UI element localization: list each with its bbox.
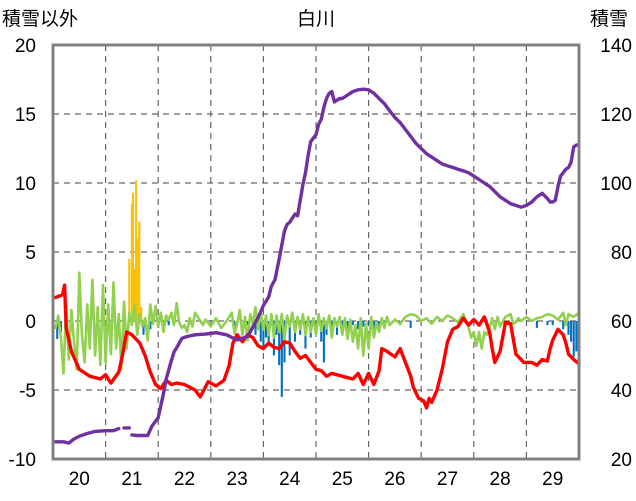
bar-21 (254, 321, 257, 335)
x-tick-label-0: 20 (69, 469, 90, 490)
right-y-tick-label-1: 40 (611, 381, 632, 402)
green-series-line-0 (54, 271, 581, 375)
bar-0 (56, 321, 59, 339)
bar-6 (133, 268, 136, 321)
bar-52 (409, 321, 412, 328)
bar-23 (262, 321, 265, 349)
bar-43 (346, 321, 349, 333)
plot-frame (51, 43, 581, 461)
x-tick-label-9: 29 (542, 469, 563, 490)
bar-47 (367, 321, 370, 326)
left-y-tick-label-2: 0 (25, 312, 36, 333)
right-y-tick-label-6: 140 (600, 36, 632, 57)
bar-27 (275, 321, 278, 335)
right-y-tick-label-0: 20 (611, 450, 632, 471)
left-y-tick-label-3: 5 (25, 243, 36, 264)
bar-10 (138, 221, 141, 321)
x-tick-label-8: 28 (490, 469, 511, 490)
tick-labels: -10 -5 0 5 10 15 20 20 40 60 80 100 120 140 20 21 22 23 24… (9, 36, 632, 490)
left-axis-label: 積雪以外 (2, 9, 79, 30)
bar-11 (140, 307, 143, 321)
bar-series (56, 180, 578, 397)
red-series-line-0 (53, 283, 581, 410)
bar-58 (570, 321, 573, 342)
bar-55 (551, 321, 554, 326)
bar-54 (546, 321, 549, 326)
left-y-tick-label-0: -10 (9, 450, 36, 471)
x-tick-label-2: 22 (174, 469, 195, 490)
bar-29 (280, 321, 283, 397)
purple-series-line-2 (130, 87, 579, 438)
x-tick-label-7: 27 (437, 469, 458, 490)
bar-46 (362, 321, 365, 327)
right-y-tick-label-4: 100 (600, 174, 632, 195)
bar-53 (535, 321, 538, 328)
bar-49 (378, 321, 381, 328)
bar-42 (341, 321, 344, 328)
bar-57 (567, 321, 570, 335)
x-tick-label-4: 24 (279, 469, 301, 490)
line-series (53, 87, 581, 445)
bar-24 (264, 321, 268, 338)
right-axis-label: 積雪 (590, 9, 629, 30)
bar-14 (149, 321, 152, 330)
bar-60 (575, 321, 578, 352)
right-y-tick-label-5: 120 (600, 105, 632, 126)
bar-59 (572, 321, 575, 357)
right-y-tick-label-3: 80 (611, 243, 632, 264)
chart-title: 白川 (297, 9, 336, 30)
bar-3 (128, 258, 131, 321)
right-y-tick-label-2: 60 (611, 312, 632, 333)
bar-31 (288, 321, 291, 356)
bar-17 (167, 321, 170, 326)
grid-lines (53, 44, 579, 460)
bar-56 (562, 321, 565, 330)
bar-19 (246, 321, 249, 326)
purple-series-line-0 (53, 426, 121, 445)
bar-45 (357, 321, 360, 330)
bar-12 (142, 321, 145, 335)
left-y-tick-label-1: -5 (19, 381, 36, 402)
x-tick-label-3: 23 (227, 469, 248, 490)
bar-38 (322, 321, 325, 363)
bar-5 (131, 192, 135, 321)
left-y-tick-label-4: 10 (15, 174, 36, 195)
bar-22 (259, 321, 262, 342)
bar-40 (330, 321, 333, 327)
bar-48 (372, 321, 375, 330)
x-tick-label-6: 26 (384, 469, 405, 490)
bar-44 (351, 321, 354, 326)
left-y-tick-label-5: 15 (15, 105, 36, 126)
bar-41 (335, 321, 339, 335)
left-y-tick-label-6: 20 (15, 36, 36, 57)
bar-28 (278, 321, 281, 366)
x-tick-label-5: 25 (332, 469, 353, 490)
x-tick-label-1: 21 (121, 469, 142, 490)
